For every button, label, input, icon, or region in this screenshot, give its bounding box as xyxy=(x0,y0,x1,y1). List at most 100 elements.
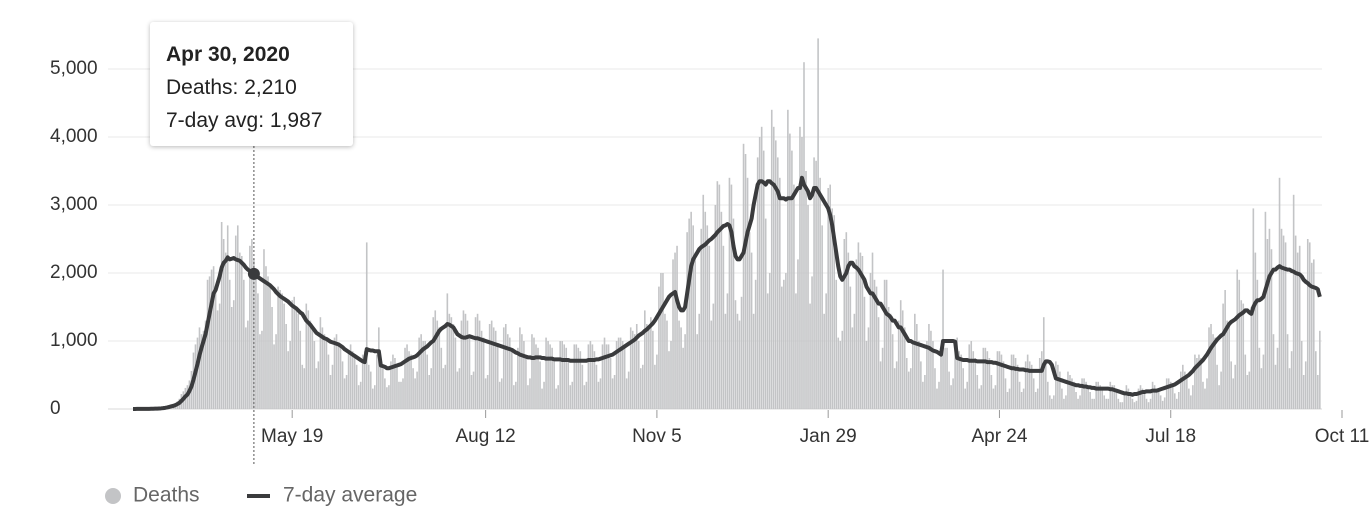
bar xyxy=(1256,279,1259,409)
bar xyxy=(895,361,898,409)
bar xyxy=(275,334,277,409)
bar xyxy=(1135,400,1138,409)
bar xyxy=(1184,371,1186,409)
bar xyxy=(412,368,414,409)
bar xyxy=(1109,381,1112,409)
bar xyxy=(847,252,850,409)
bar xyxy=(1014,358,1017,409)
bar xyxy=(772,126,775,410)
bar xyxy=(1286,334,1289,409)
bar xyxy=(827,188,829,409)
bar xyxy=(196,337,199,409)
bar xyxy=(708,245,711,409)
bar xyxy=(476,313,479,409)
bar xyxy=(523,341,525,409)
bar xyxy=(928,324,930,409)
bar xyxy=(976,375,979,409)
bar xyxy=(869,273,872,409)
bar xyxy=(728,177,731,409)
bar xyxy=(938,381,940,409)
bar xyxy=(464,313,467,409)
bar xyxy=(527,385,529,409)
bar xyxy=(893,368,896,409)
bar xyxy=(986,351,989,409)
bar xyxy=(1216,364,1218,409)
bar xyxy=(633,334,636,409)
y-tick-label: 4,000 xyxy=(50,126,98,147)
bar xyxy=(291,300,293,409)
bar xyxy=(543,381,545,409)
bar xyxy=(718,184,721,409)
bar xyxy=(1149,398,1152,409)
bar xyxy=(1087,385,1089,409)
bar xyxy=(756,157,759,409)
bar xyxy=(1262,354,1265,409)
bar xyxy=(1276,347,1279,409)
bar xyxy=(853,313,856,409)
bar xyxy=(641,364,644,409)
bar xyxy=(1226,320,1228,409)
bar xyxy=(1240,300,1243,409)
bar xyxy=(1173,393,1176,409)
bar xyxy=(295,307,298,409)
bar xyxy=(714,205,717,409)
bar xyxy=(799,126,801,410)
bar xyxy=(1230,361,1232,409)
bar xyxy=(349,344,352,409)
bar xyxy=(1250,307,1253,409)
bar xyxy=(1274,364,1277,409)
bar xyxy=(968,344,971,409)
bar xyxy=(446,293,449,409)
bar xyxy=(410,354,412,409)
bar xyxy=(1053,395,1055,409)
bar xyxy=(831,208,834,409)
bar xyxy=(972,351,975,409)
bar xyxy=(208,276,211,409)
bar xyxy=(907,371,910,409)
bar xyxy=(539,361,541,409)
bar xyxy=(502,327,505,409)
bar xyxy=(271,307,273,409)
bar xyxy=(573,344,576,409)
bar xyxy=(1012,354,1015,409)
bar xyxy=(492,327,495,409)
bar xyxy=(934,368,936,409)
bar xyxy=(764,218,767,409)
bar xyxy=(374,385,376,409)
x-tick-label: Jan 29 xyxy=(800,426,857,447)
tooltip-line: 7-day avg: 1,987 xyxy=(166,109,323,132)
bar xyxy=(466,320,469,409)
x-tick-label: May 19 xyxy=(261,426,323,447)
bar xyxy=(726,293,729,409)
bar xyxy=(801,137,803,409)
bar xyxy=(746,177,749,409)
bar xyxy=(710,320,713,409)
bar xyxy=(259,334,261,409)
bar xyxy=(815,160,817,409)
bar xyxy=(694,252,696,409)
bar xyxy=(396,364,398,409)
bar xyxy=(1044,361,1047,409)
bar xyxy=(720,211,723,409)
bar xyxy=(817,38,819,410)
bar xyxy=(1268,228,1271,409)
bar xyxy=(452,324,455,409)
bar xyxy=(438,327,441,409)
bar xyxy=(303,368,306,409)
x-tick-label: Oct 11 xyxy=(1315,426,1370,447)
bar xyxy=(337,344,340,409)
bar xyxy=(1020,392,1023,409)
bar xyxy=(1175,398,1178,409)
bar xyxy=(1131,398,1134,409)
bar xyxy=(1133,402,1136,409)
bar xyxy=(1310,262,1313,409)
bar xyxy=(698,313,701,409)
bar xyxy=(871,252,874,409)
bar xyxy=(1153,385,1156,409)
bar xyxy=(1298,245,1301,409)
bar xyxy=(238,252,241,409)
bar xyxy=(553,361,555,409)
bar xyxy=(899,300,902,409)
bar xyxy=(954,344,956,409)
bar xyxy=(549,344,551,409)
